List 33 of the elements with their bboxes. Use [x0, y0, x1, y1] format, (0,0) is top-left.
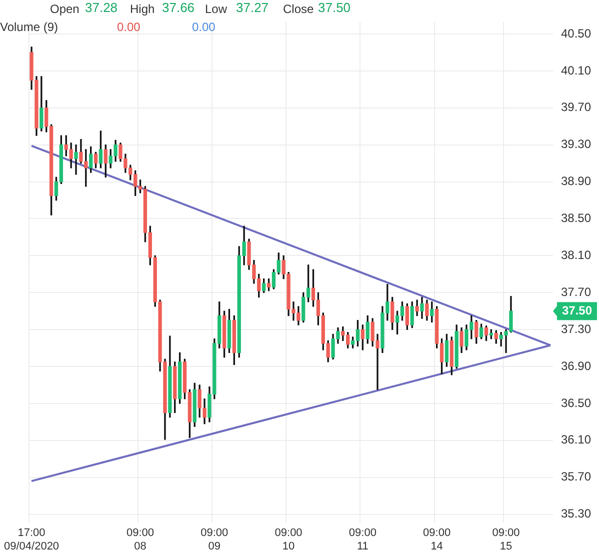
- x-tick-label: 09:00 14: [423, 527, 451, 552]
- text: Low: [205, 2, 228, 16]
- text: 37.50: [562, 303, 592, 318]
- text: 37.27: [236, 0, 269, 15]
- y-tick-label: 40.50: [560, 26, 592, 40]
- y-tick-label: 39.70: [560, 100, 592, 114]
- annotation: Volume (9): [0, 20, 58, 34]
- annotation: 0.00: [192, 20, 216, 34]
- y-tick-label: 37.70: [560, 284, 592, 299]
- text: 37.66: [162, 0, 195, 15]
- y-tick-label: 36.50: [560, 396, 592, 410]
- text: Close: [283, 2, 314, 16]
- x-tick-label: 09:00 15: [492, 527, 520, 552]
- x-tick-label: 09:00 08: [126, 527, 154, 552]
- y-tick-label: 38.10: [560, 248, 592, 262]
- x-tick-label: 09:00 10: [274, 527, 302, 552]
- text: Open: [50, 2, 80, 16]
- text: High: [130, 2, 155, 16]
- y-tick-label: 39.30: [560, 137, 592, 152]
- x-tick-label: 09:00 09: [200, 527, 228, 552]
- x-tick-label: 17:00 09/04/2020: [4, 527, 60, 552]
- y-tick-label: 35.70: [560, 470, 592, 484]
- annotation: 0.00: [117, 20, 140, 34]
- y-tick-label: 37.30: [560, 322, 592, 336]
- text: 37.28: [85, 0, 118, 15]
- y-tick-label: 38.90: [560, 174, 592, 188]
- y-tick-label: 36.10: [560, 432, 592, 447]
- x-tick-label: 09:00 11: [348, 527, 376, 552]
- y-tick-label: 36.90: [560, 358, 592, 373]
- y-tick-label: 35.30: [560, 506, 592, 521]
- y-tick-label: 38.50: [560, 211, 592, 226]
- text: 37.50: [318, 0, 351, 15]
- y-tick-label: 40.10: [560, 63, 592, 78]
